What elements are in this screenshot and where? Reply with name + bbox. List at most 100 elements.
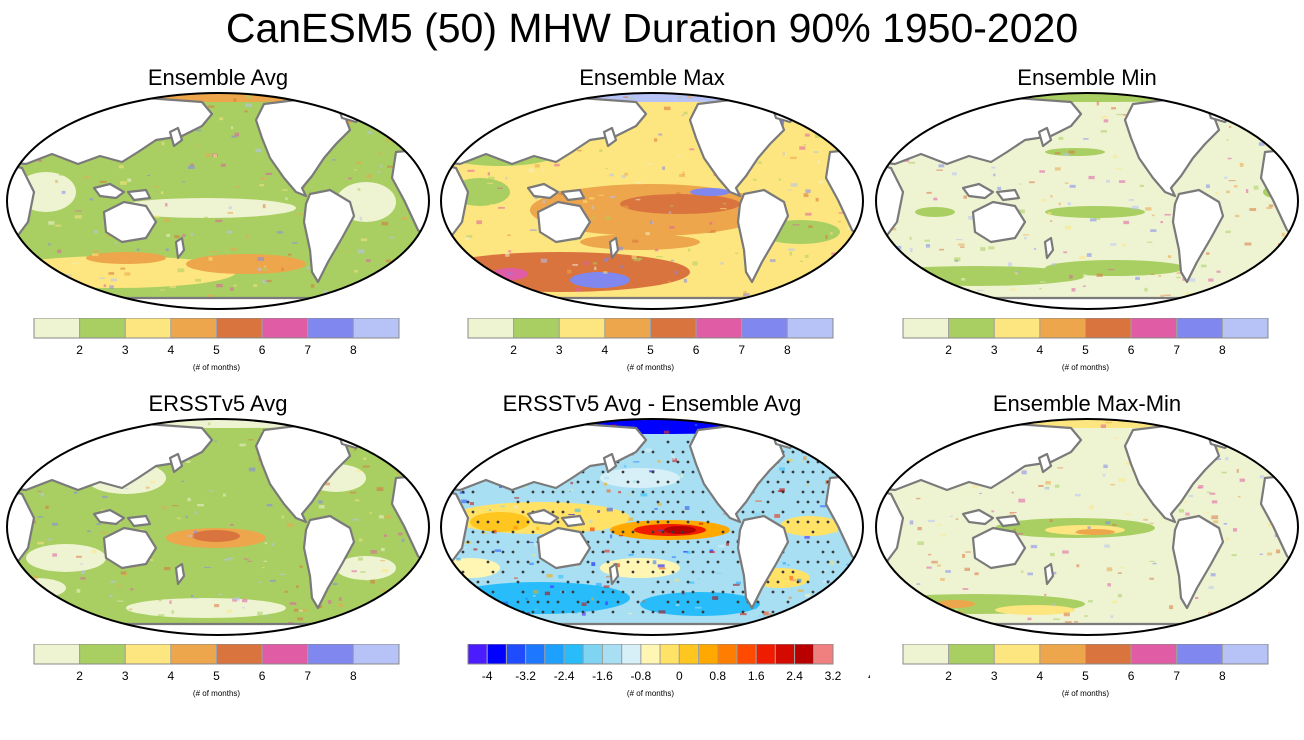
- field-speckle: [419, 130, 421, 134]
- significance-dot: [797, 541, 800, 544]
- field-speckle: [805, 186, 809, 190]
- field-speckle: [963, 195, 967, 198]
- field-speckle: [1039, 170, 1045, 173]
- field-speckle: [379, 464, 386, 467]
- field-speckle: [1103, 135, 1109, 136]
- colorbar-tick-label: 3: [556, 343, 563, 357]
- colorbar-units-label: (# of months): [193, 363, 240, 372]
- field-speckle: [687, 551, 691, 554]
- significance-dot: [462, 611, 465, 614]
- field-speckle: [1209, 586, 1214, 589]
- significance-dot: [692, 471, 695, 474]
- significance-dot: [557, 501, 560, 504]
- field-speckle: [1010, 95, 1016, 98]
- field-speckle: [633, 461, 639, 462]
- field-speckle: [208, 257, 212, 261]
- field-speckle: [895, 282, 898, 285]
- field-speckle: [956, 297, 960, 299]
- field-speckle: [344, 251, 347, 252]
- significance-dot: [657, 501, 660, 504]
- field-speckle: [244, 558, 249, 559]
- field-speckle: [490, 295, 497, 297]
- colorbar-swatch: [795, 644, 814, 664]
- significance-dot: [462, 471, 465, 474]
- field-speckle: [907, 105, 909, 107]
- significance-dot: [732, 591, 735, 594]
- field-speckle: [849, 463, 854, 464]
- significance-dot: [632, 571, 635, 574]
- field-speckle: [268, 560, 272, 561]
- field-speckle: [831, 285, 835, 287]
- significance-dot: [687, 601, 690, 604]
- field-speckle: [45, 506, 48, 509]
- significance-dot: [652, 551, 655, 554]
- field-speckle: [1216, 291, 1222, 293]
- field-speckle: [37, 491, 41, 492]
- field-speckle: [1050, 220, 1052, 221]
- field-speckle: [632, 240, 638, 243]
- significance-dot: [792, 571, 795, 574]
- colorbar-swatch: [814, 644, 833, 664]
- field-speckle: [729, 531, 731, 532]
- field-speckle: [1249, 208, 1256, 211]
- field-speckle: [839, 212, 844, 213]
- field-speckle: [789, 597, 792, 599]
- field-speckle: [805, 594, 810, 597]
- field-speckle: [1093, 218, 1100, 220]
- colorbar-swatch: [651, 318, 697, 338]
- field-speckle: [789, 275, 795, 277]
- field-speckle: [101, 532, 106, 534]
- significance-dot: [667, 581, 670, 584]
- field-speckle: [475, 105, 481, 108]
- significance-dot: [592, 491, 595, 494]
- field-speckle: [1206, 252, 1209, 255]
- significance-dot: [487, 521, 490, 524]
- field-speckle: [1288, 109, 1293, 113]
- field-speckle: [473, 548, 477, 550]
- field-speckle: [17, 144, 19, 147]
- field-speckle: [658, 610, 665, 613]
- map-ersstv5-avg: [6, 418, 430, 636]
- field-speckle: [455, 269, 461, 271]
- field-speckle: [360, 571, 365, 573]
- colorbar-tick-label: 4: [1037, 669, 1044, 683]
- field-speckle: [638, 258, 642, 260]
- significance-dot: [462, 451, 465, 454]
- significance-dot: [712, 571, 715, 574]
- field-speckle: [938, 293, 940, 294]
- land-australia: [538, 528, 590, 568]
- field-speckle: [402, 539, 405, 542]
- field-speckle: [442, 603, 446, 606]
- field-speckle: [956, 518, 958, 519]
- significance-dot: [682, 511, 685, 514]
- field-speckle: [628, 613, 633, 614]
- significance-dot: [767, 501, 770, 504]
- field-speckle: [594, 267, 596, 270]
- field-speckle: [1274, 132, 1279, 135]
- field-speckle: [424, 133, 429, 135]
- significance-dot: [512, 551, 515, 554]
- field-region: [600, 468, 680, 488]
- field-speckle: [554, 423, 559, 424]
- significance-dot: [667, 541, 670, 544]
- significance-dot: [597, 481, 600, 484]
- field-speckle: [100, 181, 107, 183]
- field-speckle: [1119, 180, 1125, 183]
- field-speckle: [32, 279, 35, 281]
- field-speckle: [166, 248, 169, 251]
- colorbar-swatch: [1086, 318, 1132, 338]
- colorbar-swatch: [1222, 318, 1268, 338]
- field-speckle: [1184, 623, 1191, 627]
- field-speckle: [628, 554, 633, 556]
- field-speckle: [593, 262, 597, 264]
- field-speckle: [1050, 553, 1055, 556]
- field-speckle: [850, 584, 854, 586]
- field-speckle: [1012, 492, 1014, 494]
- field-speckle: [377, 487, 384, 491]
- field-speckle: [464, 130, 471, 132]
- field-speckle: [502, 244, 506, 246]
- significance-dot: [552, 511, 555, 514]
- field-speckle: [1229, 180, 1236, 181]
- significance-dot: [657, 481, 660, 484]
